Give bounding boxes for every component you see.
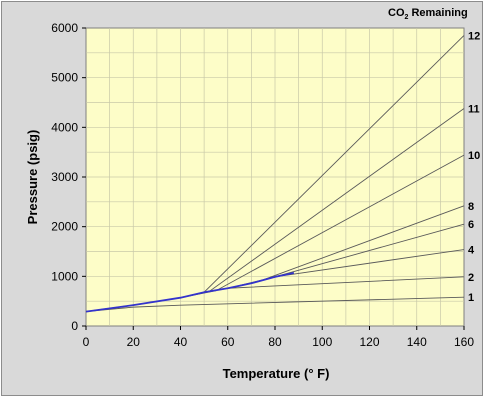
x-tick-label: 20 (127, 335, 141, 349)
series-line-1 (85, 296, 465, 313)
y-tick-label: 0 (71, 319, 78, 333)
series-label-1: 1 (468, 292, 474, 304)
series-label-10: 10 (468, 150, 480, 162)
x-tick-label: 100 (312, 335, 332, 349)
x-tick-label: 160 (454, 335, 474, 349)
x-tick-label: 140 (407, 335, 427, 349)
x-tick-label: 60 (221, 335, 235, 349)
y-tick-label: 2000 (51, 220, 78, 234)
x-tick-label: 40 (174, 335, 188, 349)
y-tick-label: 4000 (51, 120, 78, 134)
series-label-12: 12 (468, 30, 480, 42)
saturation-line (85, 271, 295, 313)
y-tick-label: 3000 (51, 170, 78, 184)
series-label-2: 2 (468, 272, 474, 284)
y-axis-ticks: 0 1000 2000 3000 4000 5000 6000 (51, 21, 86, 333)
x-axis-title: Temperature (° F) (223, 366, 330, 381)
y-tick-label: 6000 (51, 21, 78, 35)
grid (86, 28, 464, 326)
series-label-6: 6 (468, 219, 474, 231)
series-label-8: 8 (468, 201, 474, 213)
legend-title: CO2 Remaining (388, 7, 468, 21)
series-labels: 12 11 10 8 6 4 2 1 (468, 30, 480, 304)
series-label-11: 11 (468, 103, 480, 115)
x-tick-label: 80 (268, 335, 282, 349)
y-tick-label: 5000 (51, 71, 78, 85)
x-tick-label: 0 (83, 335, 90, 349)
x-axis-ticks: 0 20 40 60 80 100 120 140 160 (83, 326, 474, 349)
series-label-4: 4 (468, 245, 475, 257)
y-axis-title: Pressure (psig) (25, 130, 40, 225)
curves (85, 35, 465, 313)
y-tick-label: 1000 (51, 269, 78, 283)
x-tick-label: 120 (359, 335, 379, 349)
